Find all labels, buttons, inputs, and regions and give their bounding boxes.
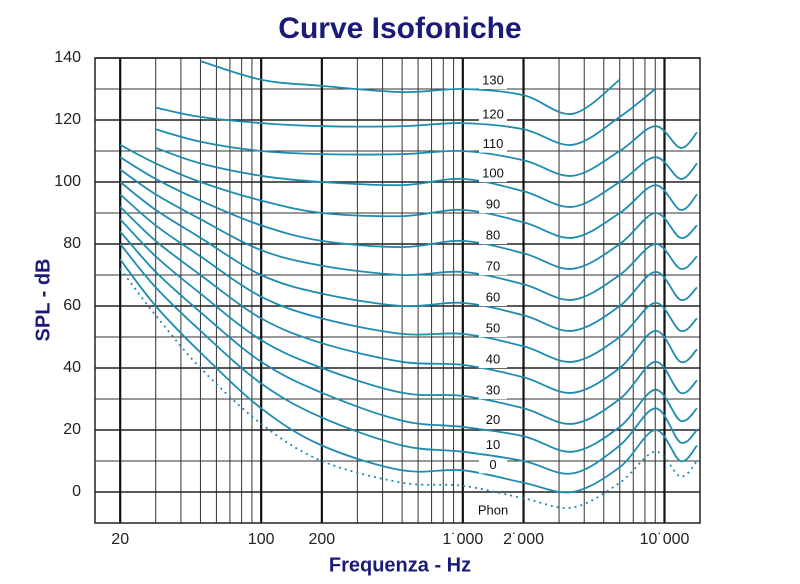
y-tick-label: 60 — [63, 297, 81, 314]
curve — [155, 125, 698, 177]
series-label: 90 — [486, 197, 500, 212]
label-bg — [479, 290, 507, 307]
label-bg — [479, 107, 507, 124]
label-bg — [479, 457, 507, 474]
curve — [119, 156, 698, 270]
y-tick-label: 120 — [54, 111, 81, 128]
plot-frame — [94, 57, 701, 524]
series-label: 70 — [486, 259, 500, 274]
curve — [119, 218, 698, 425]
curve — [119, 144, 698, 239]
series-label: 110 — [483, 136, 504, 151]
y-axis-label: SPL - dB — [32, 259, 54, 342]
label-bg — [479, 259, 507, 276]
y-tick-label: 0 — [72, 483, 81, 500]
x-tick-label: 100 — [248, 531, 275, 548]
x-tick-label: 20 — [111, 531, 129, 548]
curve — [119, 206, 698, 394]
curve — [119, 231, 698, 453]
y-tick-label: 40 — [63, 359, 81, 376]
y-tick-label: 80 — [63, 235, 81, 252]
curve — [119, 181, 698, 332]
label-bg — [479, 321, 507, 338]
y-tick-label: 100 — [54, 173, 81, 190]
label-bg — [479, 197, 507, 214]
series-label: 60 — [486, 290, 500, 305]
chart-title: Curve Isofoniche — [278, 12, 521, 45]
series-label: 50 — [486, 321, 500, 336]
series-label: 10 — [486, 437, 500, 452]
label-bg — [479, 437, 507, 454]
label-bg — [479, 412, 507, 429]
label-bg — [479, 166, 507, 183]
x-tick-label: 10˙000 — [640, 531, 690, 548]
x-tick-label: 1˙000 — [442, 531, 483, 548]
series-label: 0 — [489, 457, 496, 472]
curve — [119, 268, 698, 509]
curve — [119, 193, 698, 363]
series-label: 20 — [486, 412, 500, 427]
curve — [119, 258, 698, 494]
series-label: 130 — [482, 73, 504, 88]
x-axis-label: Frequenza - Hz — [329, 554, 471, 576]
label-bg — [479, 383, 507, 400]
curve — [155, 88, 656, 146]
series-label: 40 — [486, 352, 500, 367]
series-label: 120 — [482, 107, 504, 122]
curve — [119, 168, 698, 301]
series-label: 80 — [486, 228, 500, 243]
curve — [119, 243, 698, 475]
series-label: 100 — [482, 166, 504, 181]
y-tick-label: 140 — [54, 49, 81, 66]
label-bg — [479, 352, 507, 369]
y-tick-label: 20 — [63, 421, 81, 438]
series-label: 30 — [486, 383, 500, 398]
curve — [155, 147, 698, 208]
label-bg — [479, 136, 507, 153]
label-bg — [479, 228, 507, 245]
label-bg — [479, 73, 507, 90]
curve — [200, 60, 621, 115]
x-tick-label: 2˙000 — [503, 531, 544, 548]
x-tick-label: 200 — [309, 531, 336, 548]
legend-title: Phon — [478, 502, 508, 517]
